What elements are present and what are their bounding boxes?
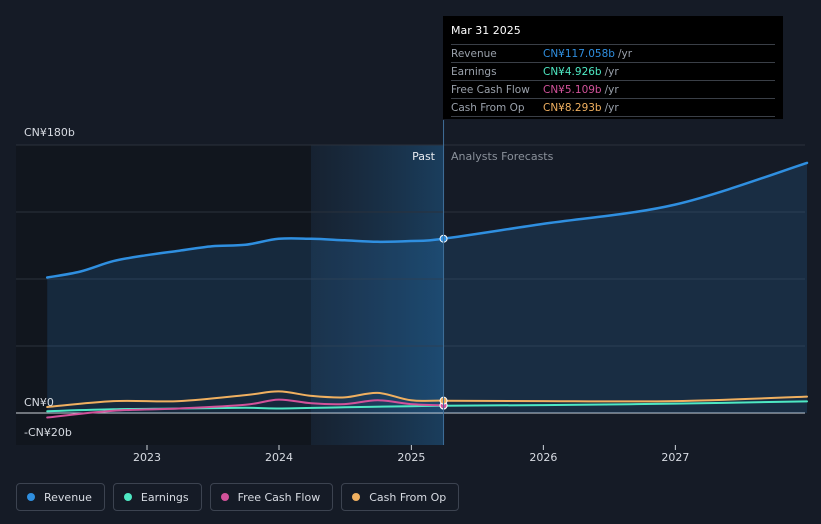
revenue-line (45, 161, 809, 279)
past-label: Past (412, 150, 436, 163)
tooltip-row-label: Free Cash Flow (451, 83, 530, 96)
tooltip-row-unit: /yr (604, 65, 619, 78)
legend-dot-icon (27, 493, 35, 501)
cash-from-op-line (46, 390, 808, 408)
free-cash-flow-line (46, 398, 445, 419)
tooltip-row-label: Earnings (451, 65, 497, 78)
y-zero-label: CN¥0 (24, 396, 54, 409)
tooltip-row-unit: /yr (617, 47, 633, 60)
x-tick-label: 2025 (397, 451, 425, 464)
tooltip-row-unit: /yr (604, 101, 619, 114)
legend-item-earnings[interactable]: Earnings (112, 483, 202, 511)
x-tick-label: 2027 (661, 451, 689, 464)
legend-dot-icon (220, 493, 229, 501)
tooltip-date: Mar 31 2025 (451, 24, 775, 45)
tooltip-row-label: Revenue (451, 47, 497, 60)
legend-item-revenue[interactable]: Revenue (16, 483, 105, 511)
y-neg-label: -CN¥20b (24, 426, 72, 439)
tooltip-row: Free Cash Flow CN¥5.109b/yr (451, 81, 775, 99)
tooltip-row-value: CN¥117.058b (543, 47, 615, 60)
legend-label: Revenue (44, 490, 92, 504)
past-shade-dark (16, 145, 311, 445)
forecast-label: Analysts Forecasts (451, 150, 554, 163)
hover-tooltip: Mar 31 2025 Revenue CN¥117.058b/yr Earning… (443, 16, 783, 119)
legend-dot-icon (352, 493, 361, 501)
legend-dot-icon (123, 493, 132, 501)
tooltip-row-value: CN¥5.109b (543, 83, 602, 96)
tooltip-row: Cash From Op CN¥8.293b/yr (451, 99, 775, 117)
legend-label: Earnings (140, 490, 189, 504)
x-tick-label: 2026 (529, 451, 557, 464)
legend-label: Cash From Op (369, 490, 447, 504)
tooltip-row-label: Cash From Op (451, 101, 525, 114)
tooltip-row: Earnings CN¥4.926b/yr (451, 63, 775, 81)
tooltip-row-value: CN¥4.926b (543, 65, 602, 78)
x-tick-label: 2023 (133, 451, 161, 464)
tooltip-row: Revenue CN¥117.058b/yr (451, 45, 775, 63)
x-tick-label: 2024 (265, 451, 293, 464)
chart-legend: Revenue Earnings Free Cash Flow Cash From O… (16, 483, 460, 511)
tooltip-row-value: CN¥8.293b (543, 101, 602, 114)
legend-item-cash-from-op[interactable]: Cash From Op (341, 483, 460, 511)
tooltip-row-unit: /yr (604, 83, 619, 96)
legend-label: Free Cash Flow (237, 490, 321, 504)
y-top-label: CN¥180b (24, 126, 75, 139)
legend-item-free-cash-flow[interactable]: Free Cash Flow (209, 483, 334, 511)
revenue-area (47, 162, 807, 413)
past-highlight (311, 145, 444, 445)
